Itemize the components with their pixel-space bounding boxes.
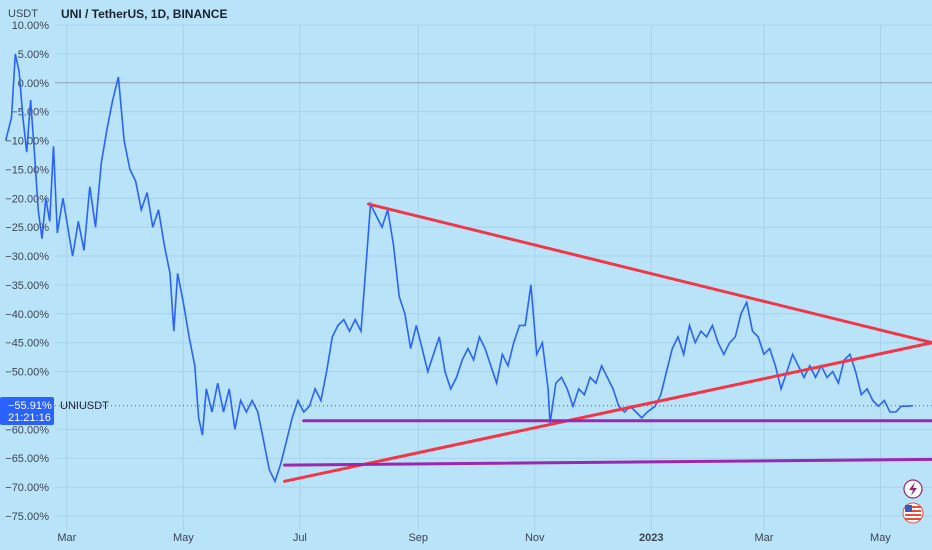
symbol-label: UNIUSDT [60, 400, 109, 412]
y-tick-label: −20.00% [5, 193, 49, 205]
support-level-line[interactable] [283, 457, 932, 467]
y-tick-label: −65.00% [5, 453, 49, 465]
y-tick-label: 0.00% [18, 78, 49, 90]
y-tick-label: −35.00% [5, 280, 49, 292]
x-axis: Mar May Jul Sep Nov 2023 Mar May [57, 532, 891, 544]
price-label-value: −55.91% [8, 400, 52, 412]
unit-label: USDT [8, 8, 38, 20]
y-tick-label: −40.00% [5, 309, 49, 321]
y-tick-label: −75.00% [5, 511, 49, 523]
price-label-box [0, 397, 54, 425]
drawings[interactable] [283, 202, 932, 483]
x-tick-label: Nov [525, 532, 545, 544]
x-tick-label: Mar [57, 532, 76, 544]
flash-icon[interactable] [903, 479, 923, 499]
y-tick-label: −15.00% [5, 164, 49, 176]
x-tick-label: 2023 [639, 532, 663, 544]
uni-price-line[interactable] [4, 53, 913, 484]
trend-line[interactable] [283, 341, 932, 483]
price-label-countdown: 21:21:16 [8, 412, 51, 424]
x-tick-label: May [173, 532, 194, 544]
us-flag-icon[interactable] [902, 502, 924, 524]
y-tick-label: −25.00% [5, 222, 49, 234]
x-tick-label: Jul [293, 532, 307, 544]
y-tick-label: −30.00% [5, 251, 49, 263]
x-tick-label: May [870, 532, 891, 544]
trend-line[interactable] [367, 202, 932, 345]
y-tick-label: 10.00% [12, 20, 50, 32]
y-tick-label: −45.00% [5, 338, 49, 350]
y-tick-label: −60.00% [5, 424, 49, 436]
price-label: −55.91% 21:21:16 [0, 397, 54, 425]
y-tick-label: −50.00% [5, 367, 49, 379]
chart-title: UNI / TetherUS, 1D, BINANCE [61, 7, 227, 21]
y-tick-label: −70.00% [5, 482, 49, 494]
x-tick-label: Mar [754, 532, 773, 544]
x-tick-label: Sep [408, 532, 428, 544]
y-axis: 10.00%5.00%0.00%−5.00%−10.00%−15.00%−20.… [5, 20, 49, 523]
y-tick-label: 5.00% [18, 49, 49, 61]
